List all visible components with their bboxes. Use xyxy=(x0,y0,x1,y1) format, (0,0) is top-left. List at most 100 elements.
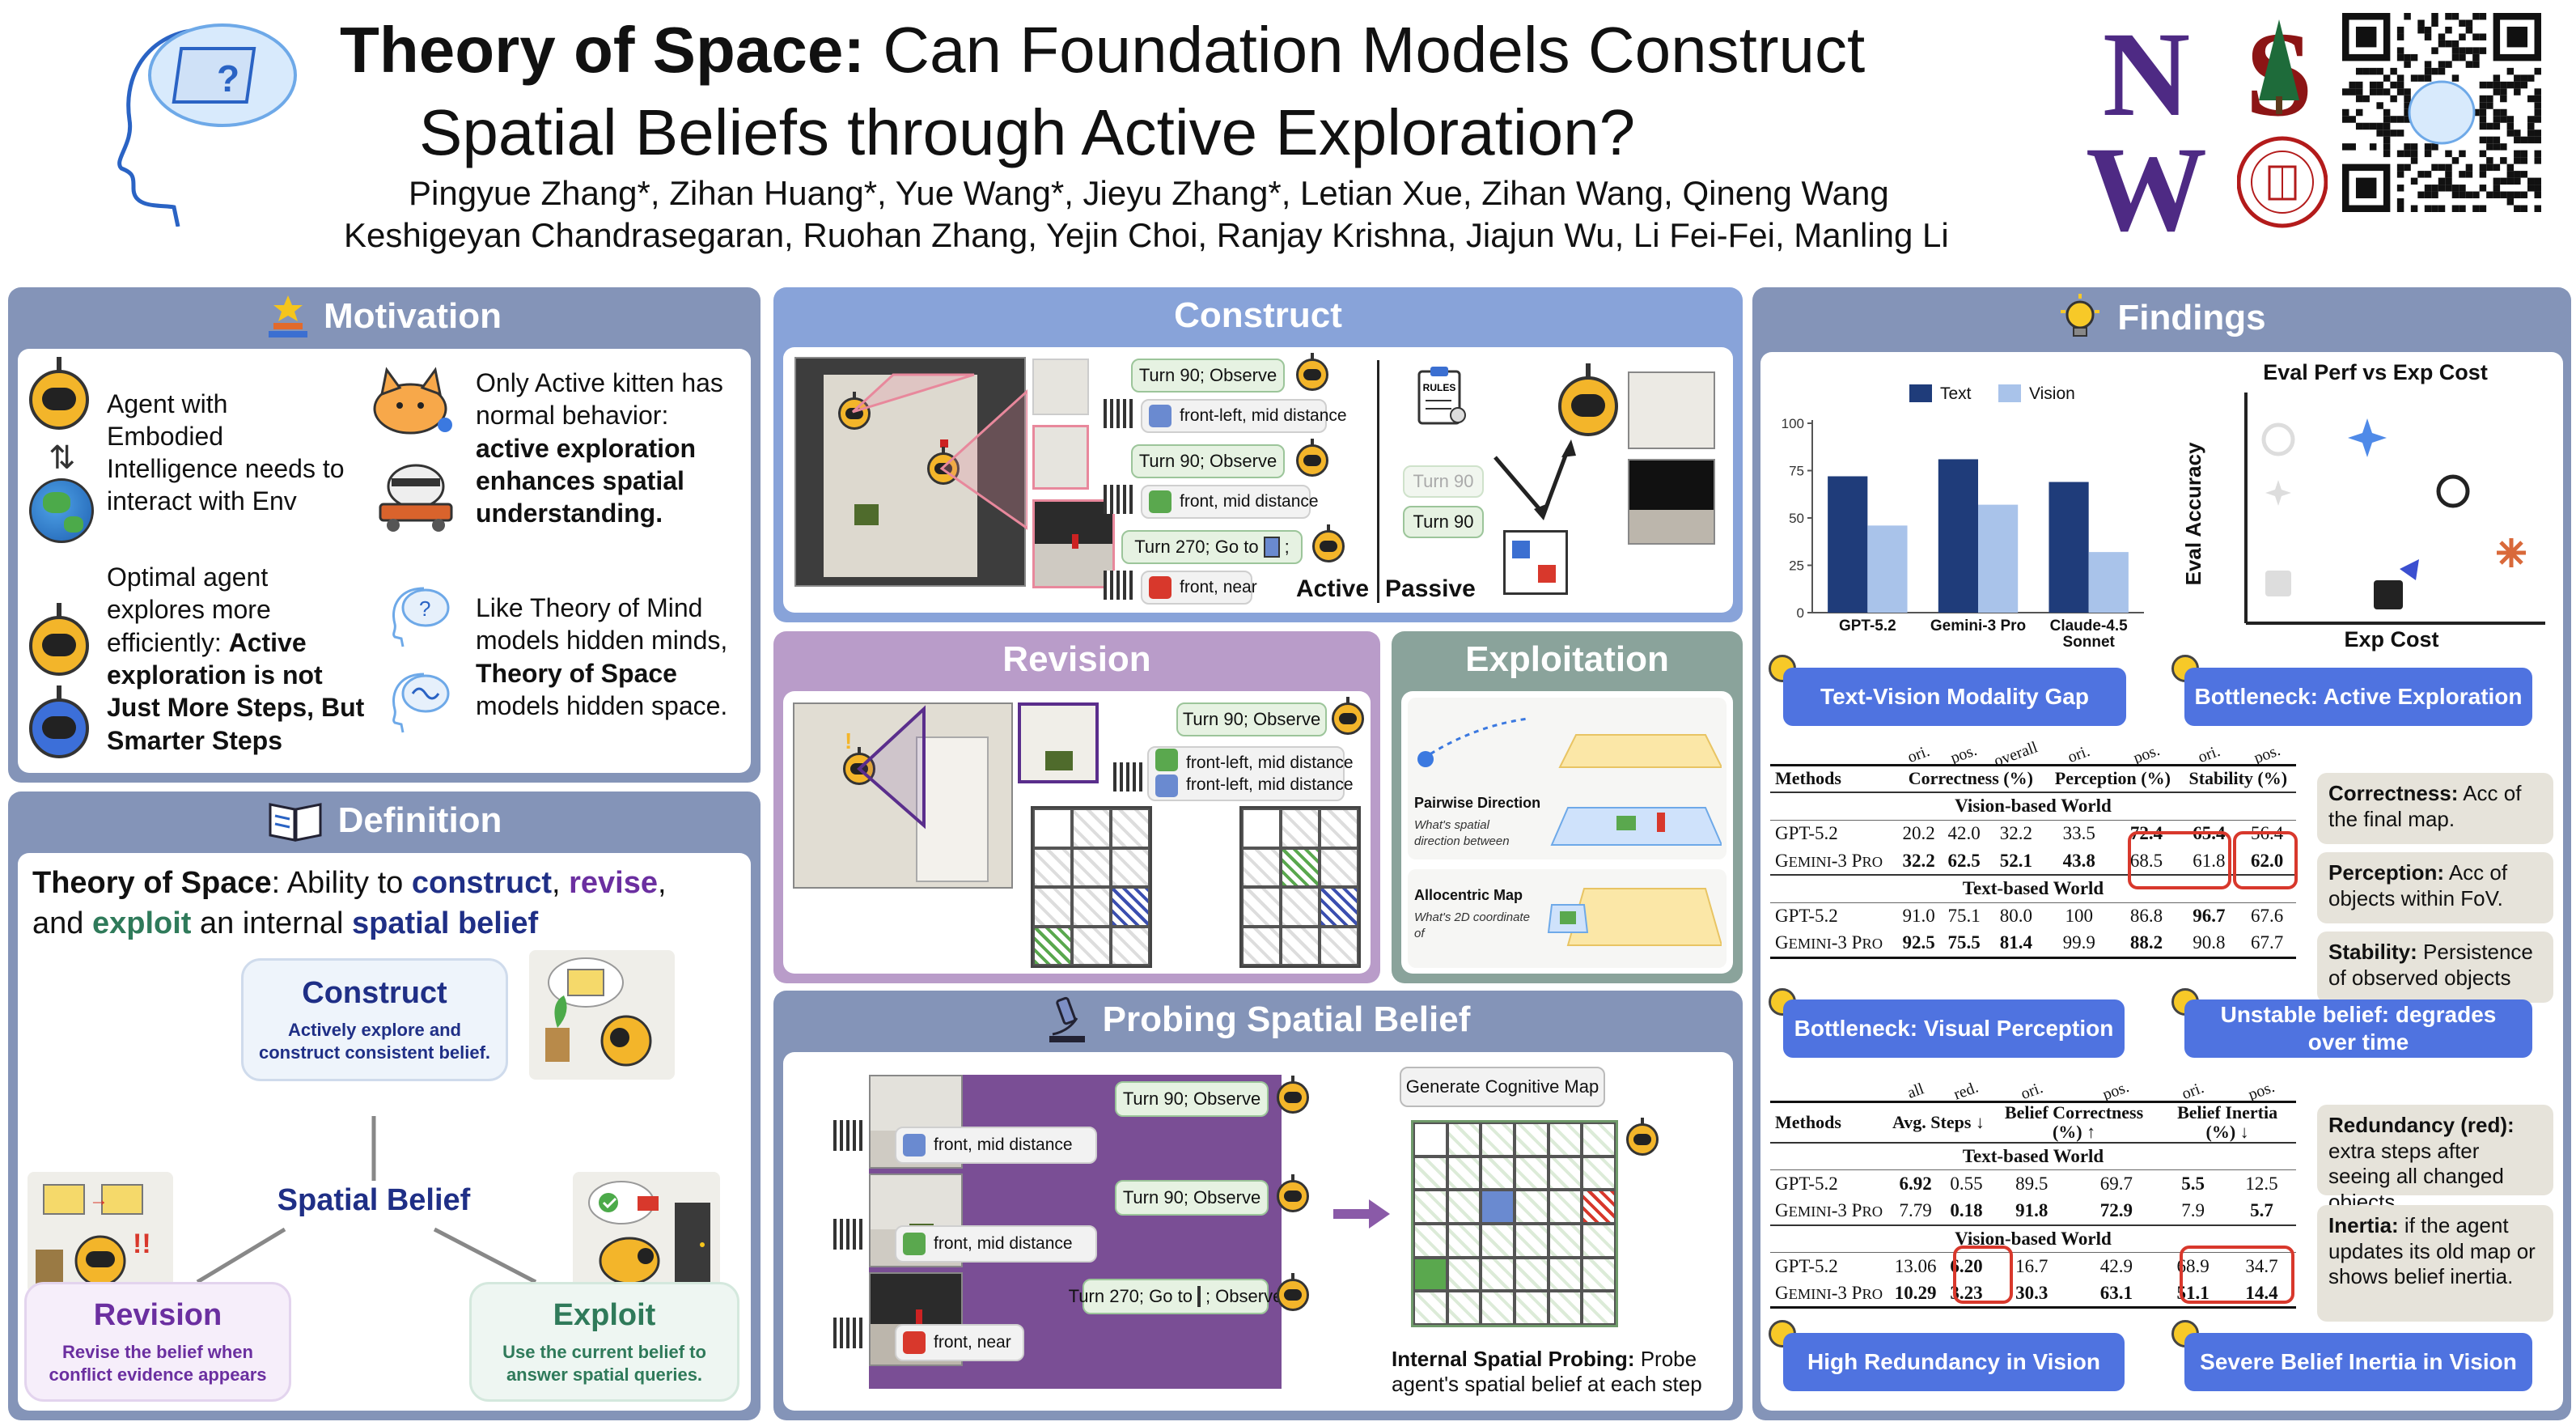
robot-icon xyxy=(1296,353,1328,391)
pairwise-question: What's spatial direction between xyxy=(1414,818,1510,848)
door-icon xyxy=(1263,537,1280,558)
revision-body: ! Turn 90; Observe front-left, mid dista… xyxy=(783,691,1371,974)
qr-mini-icon xyxy=(833,1318,864,1348)
construct-body: Turn 90; Observe front-left, mid distanc… xyxy=(783,347,1733,613)
construct-obs-3: front, near xyxy=(1141,571,1257,605)
x-tick-label: Gemini-3 Pro xyxy=(1930,618,2026,634)
construct-panel: Construct Turn 90; Observe front-left, m… xyxy=(773,287,1743,622)
construct-step-2: Turn 90; Observe xyxy=(1131,444,1285,478)
scatter-xlabel: Exp Cost xyxy=(2344,627,2439,651)
head-thinking-icon: ? xyxy=(383,584,453,648)
note-inertia: Inertia: if the agent updates its old ma… xyxy=(2317,1205,2553,1322)
definition-body: Theory of Space: Ability to construct, r… xyxy=(18,853,751,1411)
tag-modality-gap: Text-Vision Modality Gap xyxy=(1783,668,2126,726)
passive-turn-2: Turn 90 xyxy=(1403,506,1484,538)
bar-text xyxy=(1828,476,1868,613)
highlight-redundancy-vision xyxy=(1953,1246,2013,1304)
y-tick-label: 0 xyxy=(1797,605,1804,621)
revision-grid-before xyxy=(1031,806,1152,968)
table-row: GPT-5.2 91.0 75.1 80.0 100 86.8 96.7 67.6 xyxy=(1775,906,2284,927)
motivation-title: Motivation xyxy=(324,296,502,336)
head-logo: ? xyxy=(97,15,299,227)
revision-illustration: →!! xyxy=(28,1172,173,1293)
probing-step-1: Turn 90; Observe xyxy=(1115,1081,1269,1117)
robot-icon xyxy=(838,392,871,430)
note-perception: Perception: Acc of objects within FoV. xyxy=(2317,852,2553,923)
construct-step-3: Turn 270; Go to; xyxy=(1121,530,1303,564)
gemini-icon xyxy=(2348,418,2387,457)
microscope-icon xyxy=(1046,995,1088,1044)
table-row: Gemini-3 Pro 10.29 3.23 30.3 63.1 51.1 14.4 xyxy=(1770,1280,2296,1309)
revision-obs: front-left, mid distance front-left, mid … xyxy=(1147,746,1354,801)
exploitation-body: Pairwise Direction What's spatial direct… xyxy=(1401,691,1733,974)
definition-panel: Definition Theory of Space: Ability to c… xyxy=(8,792,761,1420)
probing-step-2: Turn 90; Observe xyxy=(1115,1180,1269,1216)
revision-title: Revision xyxy=(1002,639,1151,679)
revision-step: Turn 90; Observe xyxy=(1176,702,1327,736)
construct-step-1: Turn 90; Observe xyxy=(1131,359,1285,393)
door-icon xyxy=(1155,775,1178,798)
construct-view-2 xyxy=(1032,425,1089,490)
passive-turn-1: Turn 90 xyxy=(1403,465,1484,498)
active-label: Active xyxy=(1296,575,1370,602)
modality-bar-chart: 0 25 50 75 100 GPT-5.2 Gemini-3 Pro Claude-4.5S… xyxy=(1782,384,2144,651)
svg-text:?: ? xyxy=(217,57,239,100)
legend-swatch xyxy=(1909,384,1932,402)
note-redundancy: Redundancy (red): extra steps after seei… xyxy=(2317,1105,2553,1214)
revision-header: Revision xyxy=(773,631,1380,688)
revision-grid-after xyxy=(1239,806,1361,968)
bar-text xyxy=(1938,459,1978,613)
probing-obs-2: front, mid distance xyxy=(895,1225,1097,1263)
sofa-icon xyxy=(1149,490,1171,513)
revision-panel: Revision ! Turn 90; Observe front-left, … xyxy=(773,631,1380,983)
allocentric-question: What's 2D coordinate of xyxy=(1414,910,1530,940)
table-revision: all red. ori. pos. ori. pos. Methods Avg. Steps… xyxy=(1770,1067,2296,1309)
construct-room-render xyxy=(794,357,1027,587)
y-tick-label: 50 xyxy=(1789,511,1804,526)
kitten-icon xyxy=(366,365,455,436)
table-row: Gemini-3 Pro 7.79 0.18 91.8 72.9 7.9 5.7 xyxy=(1775,1200,2273,1221)
qr-code[interactable] xyxy=(2342,13,2541,212)
robot-icon xyxy=(1312,524,1345,562)
x-tick-label: Claude-4.5 xyxy=(2050,618,2129,634)
svg-text:W: W xyxy=(2086,122,2207,236)
motivation-panel: Motivation ⇅ Agent with Embodied Intelli… xyxy=(8,287,761,783)
construct-view-3 xyxy=(1032,499,1115,588)
probing-obs-1: front, mid distance xyxy=(895,1127,1097,1164)
definition-sentence: Theory of Space: Ability to construct, r… xyxy=(32,866,667,941)
probing-obs-3: front, near xyxy=(895,1324,1024,1361)
swap-arrows-icon: ⇅ xyxy=(49,440,76,476)
probing-caption: Internal Spatial Probing: Probe agent's … xyxy=(1392,1347,1702,1397)
highlight-stability-vision xyxy=(2233,831,2298,889)
qr-mini-icon xyxy=(833,1120,864,1151)
passive-view-2 xyxy=(1628,459,1715,545)
robot-icon xyxy=(1296,439,1328,477)
motivation-body: ⇅ Agent with Embodied Intelligence needs… xyxy=(18,349,751,773)
trophy-icon xyxy=(267,294,309,339)
svg-text:N: N xyxy=(2103,10,2190,142)
table-section: Vision-based World xyxy=(1770,1224,2296,1254)
optimal-text: Optimal agent explores more efficiently:… xyxy=(107,562,365,755)
bar-vision xyxy=(1978,504,2019,613)
highlight-perception-vision xyxy=(2128,831,2231,889)
robot-icon xyxy=(1558,363,1618,436)
pairwise-card: Pairwise Direction What's spatial direct… xyxy=(1408,698,1727,859)
exploitation-title: Exploitation xyxy=(1465,639,1669,679)
note-stability: Stability: Persistence of observed objec… xyxy=(2317,932,2553,1003)
x-tick-label: GPT-5.2 xyxy=(1839,618,1896,634)
probing-body: Turn 90; Observe front, mid distance Tur… xyxy=(783,1052,1733,1411)
openai-icon-faded xyxy=(2261,422,2295,456)
exploitation-panel: Exploitation Pairwise Direction What's s… xyxy=(1392,631,1743,983)
qr-mini-icon xyxy=(833,1219,864,1250)
table-row: Gemini-3 Pro 32.2 62.5 52.1 43.8 68.5 61.8 62.0 xyxy=(1775,850,2284,871)
probing-header: Probing Spatial Belief xyxy=(773,991,1743,1049)
svg-text:→: → xyxy=(89,1189,108,1211)
robot-icon-blue xyxy=(29,685,89,758)
rules-clipboard-icon: RULES xyxy=(1416,365,1468,427)
robot-icon xyxy=(1277,1273,1309,1311)
scatter-plot xyxy=(2238,393,2545,627)
revision-view xyxy=(1018,702,1099,783)
table-row: GPT-5.2 6.92 0.55 89.5 69.7 5.5 12.5 xyxy=(1775,1173,2278,1195)
bar-vision xyxy=(2088,552,2129,613)
construct-title: Construct xyxy=(1174,295,1342,335)
